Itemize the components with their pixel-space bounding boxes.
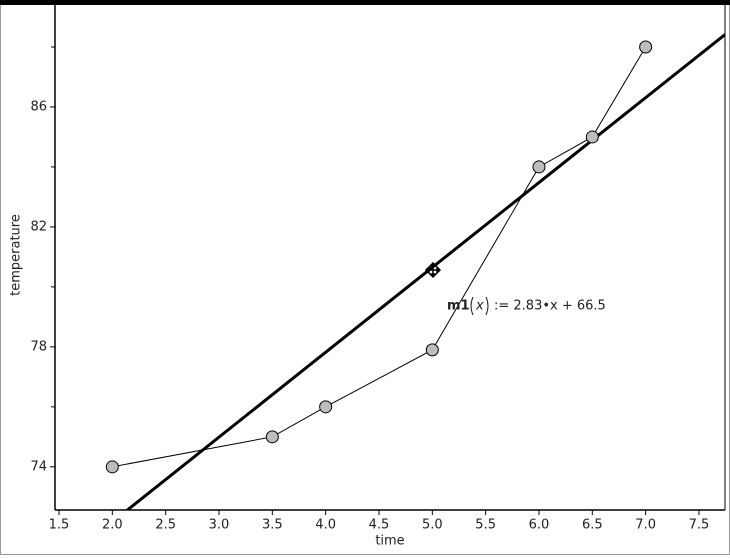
data-point: [105, 460, 119, 474]
fit-paren: [470, 296, 489, 316]
y-tick-label: 78: [30, 339, 47, 354]
x-tick-label: 7.0: [635, 518, 656, 533]
fit-label: m1 x := 2.83•x + 66.5: [447, 296, 606, 316]
data-point: [585, 130, 599, 144]
x-tick-label: 4.0: [315, 518, 336, 533]
x-tick-label: 3.5: [262, 518, 283, 533]
fit-name: m1: [447, 299, 470, 314]
data-point: [265, 430, 279, 444]
y-tick-label: 86: [30, 99, 47, 114]
y-tick-label: 74: [30, 459, 47, 474]
y-axis-label: temperature: [9, 214, 24, 296]
x-tick-label: 7.5: [689, 518, 710, 533]
data-point: [639, 40, 653, 54]
x-tick-label: 5.0: [422, 518, 443, 533]
data-point: [319, 400, 333, 414]
x-tick-label: 6.0: [529, 518, 550, 533]
data-point: [425, 343, 439, 357]
fit-arg: x: [475, 299, 484, 314]
x-tick-label: 5.5: [475, 518, 496, 533]
fit-definition: := 2.83•x + 66.5: [494, 299, 606, 314]
top-bar: [0, 0, 730, 5]
data-point: [532, 160, 546, 174]
x-tick-label: 4.5: [369, 518, 390, 533]
x-tick-label: 2.0: [102, 518, 123, 533]
x-tick-label: 1.5: [49, 518, 70, 533]
plot-area: [105, 33, 725, 510]
x-tick-label: 2.5: [155, 518, 176, 533]
x-axis-label: time: [375, 534, 404, 549]
fit-line: [124, 33, 725, 510]
y-tick-label: 82: [30, 219, 47, 234]
x-tick-label: 6.5: [582, 518, 603, 533]
x-tick-label: 3.0: [209, 518, 230, 533]
